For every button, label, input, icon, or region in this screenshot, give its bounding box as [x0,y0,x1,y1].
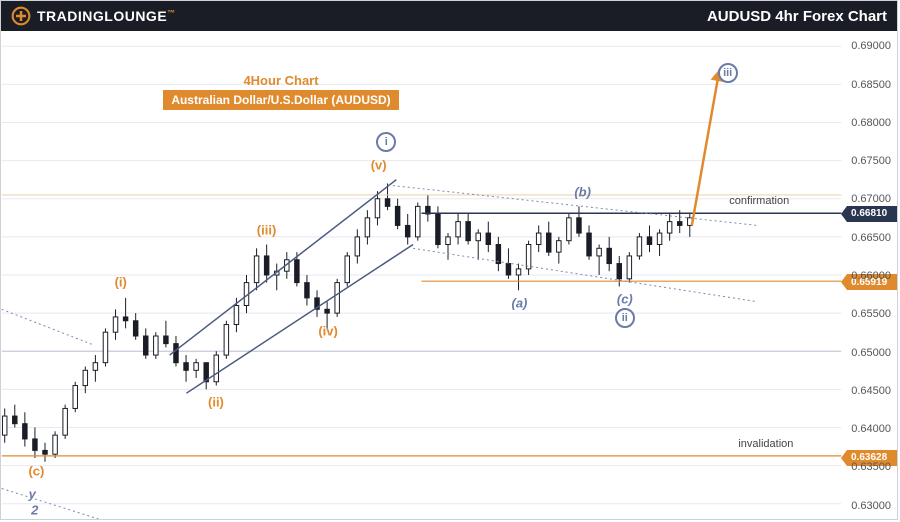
logo-icon [11,6,31,26]
chart-title-box: 4Hour Chart Australian Dollar/U.S.Dollar… [141,73,421,110]
wave-label-2: 2 [31,502,38,517]
y-tick: 0.63500 [851,461,891,473]
wave-label-c: (c) [28,464,44,479]
grid-overlay [1,31,842,519]
wave-circle-ii: ii [615,308,635,328]
y-tick: 0.66500 [851,232,891,244]
y-tick: 0.67500 [851,155,891,167]
wave-label-iii: (iii) [257,223,277,238]
y-tick: 0.65500 [851,308,891,320]
chart-title-main: 4Hour Chart [141,73,421,88]
chart-frame: TRADINGLOUNGE™ AUDUSD 4hr Forex Chart (i… [0,0,898,520]
header: TRADINGLOUNGE™ AUDUSD 4hr Forex Chart [1,1,897,31]
wave-label-ii: (ii) [208,395,224,410]
logo-text: TRADINGLOUNGE™ [37,8,176,24]
lines-overlay [1,31,842,519]
wave-circle-i: i [376,132,396,152]
y-tick: 0.67000 [851,193,891,205]
wave-label-i: (i) [115,275,127,290]
chart-area: (i)(ii)(iii)(iv)(v)(c)(a)(b)(c)y2iiiiiic… [1,31,842,519]
y-tick: 0.64500 [851,385,891,397]
y-tick: 0.68000 [851,117,891,129]
wave-label-b: (b) [574,184,591,199]
wave-label-iv: (iv) [318,324,338,339]
wave-label-y: y [29,487,36,502]
annotation-invalidation: invalidation [738,438,793,450]
y-tick: 0.65000 [851,347,891,359]
y-tick: 0.69000 [851,40,891,52]
wave-label-c: (c) [617,291,633,306]
wave-label-v: (v) [371,157,387,172]
chart-title-sub: Australian Dollar/U.S.Dollar (AUDUSD) [163,90,398,110]
y-tick: 0.68500 [851,79,891,91]
y-axis: 0.69000 0.68500 0.68000 0.67500 0.67000 0.665… [842,31,897,519]
logo: TRADINGLOUNGE™ [11,6,176,26]
annotation-confirmation: confirmation [729,195,789,207]
y-tick: 0.63000 [851,500,891,512]
candles-overlay [1,31,842,519]
wave-circle-iii: iii [718,63,738,83]
header-title: AUDUSD 4hr Forex Chart [707,8,887,25]
y-tick: 0.66000 [851,270,891,282]
y-tick: 0.64000 [851,423,891,435]
wave-label-a: (a) [511,295,527,310]
